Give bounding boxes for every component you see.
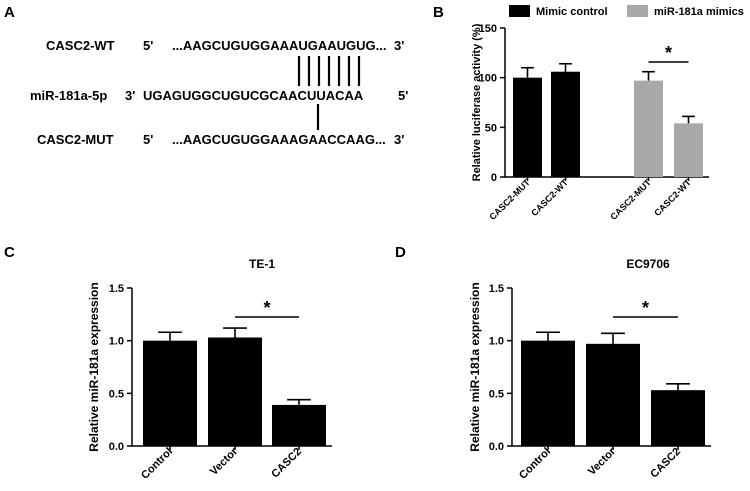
y-tick-label: 1.0 bbox=[489, 336, 504, 348]
y-tick-label: 50 bbox=[485, 122, 497, 134]
mir-name: miR-181a-5p bbox=[30, 88, 108, 103]
y-axis-label: Relative miR-181a expression bbox=[468, 282, 482, 451]
panel-d-letter: D bbox=[395, 244, 406, 261]
y-tick-label: 0.0 bbox=[489, 441, 504, 453]
bar bbox=[208, 337, 262, 446]
mir-sequence: UGAGUGGCUGUCGCAACUUACAA bbox=[143, 88, 364, 103]
y-tick-label: 0 bbox=[491, 172, 497, 184]
bar bbox=[634, 80, 663, 177]
y-tick-label: 0.0 bbox=[109, 441, 124, 453]
wt-prime5: 5' bbox=[143, 38, 154, 53]
y-tick-label: 0.5 bbox=[109, 388, 124, 400]
significance-star: * bbox=[263, 298, 270, 318]
legend-label: Mimic control bbox=[536, 6, 608, 18]
legend-label: miR-181a mimics bbox=[654, 6, 744, 18]
y-tick-label: 1.5 bbox=[109, 283, 124, 295]
significance-star: * bbox=[642, 298, 649, 318]
y-axis-label: Relative miR-181a expression bbox=[87, 282, 101, 451]
bar bbox=[674, 123, 703, 177]
legend-swatch bbox=[627, 5, 648, 17]
bar bbox=[143, 340, 197, 446]
bar bbox=[513, 77, 542, 177]
significance-star: * bbox=[665, 43, 672, 63]
bar bbox=[586, 343, 640, 446]
bar bbox=[521, 340, 575, 446]
panel-c-letter: C bbox=[4, 244, 15, 261]
legend-swatch bbox=[509, 5, 530, 17]
y-tick-label: 1.5 bbox=[489, 283, 504, 295]
wt-name: CASC2-WT bbox=[46, 38, 115, 53]
mir-prime3: 3' bbox=[125, 88, 136, 103]
x-tick-label: Vector bbox=[586, 445, 619, 478]
y-tick-label: 100 bbox=[479, 73, 497, 85]
bar bbox=[272, 404, 326, 446]
bar bbox=[551, 71, 580, 177]
wt-prime3: 3' bbox=[394, 38, 405, 53]
bar bbox=[651, 390, 705, 446]
panel-a-letter: A bbox=[4, 4, 15, 21]
mut-sequence: ...AAGCUGUGGAAAGAACCAAG... bbox=[172, 132, 386, 147]
y-tick-label: 0.5 bbox=[489, 388, 504, 400]
y-tick-label: 1.0 bbox=[109, 336, 124, 348]
mut-prime3: 3' bbox=[394, 132, 405, 147]
mir-prime5: 5' bbox=[398, 88, 409, 103]
y-axis-label: Relative luciferase activity (%) bbox=[471, 23, 483, 181]
y-tick-label: 150 bbox=[479, 23, 497, 35]
mut-name: CASC2-MUT bbox=[37, 132, 114, 147]
wt-sequence: ...AAGCUGUGGAAAUGAAUGUG... bbox=[172, 38, 387, 53]
x-tick-label: CASC2 bbox=[648, 446, 683, 481]
mut-prime5: 5' bbox=[143, 132, 154, 147]
panel-b-letter: B bbox=[433, 4, 444, 21]
x-tick-label: Control bbox=[517, 446, 553, 482]
chart-title: TE-1 bbox=[249, 257, 275, 271]
chart-title: EC9706 bbox=[626, 257, 670, 271]
